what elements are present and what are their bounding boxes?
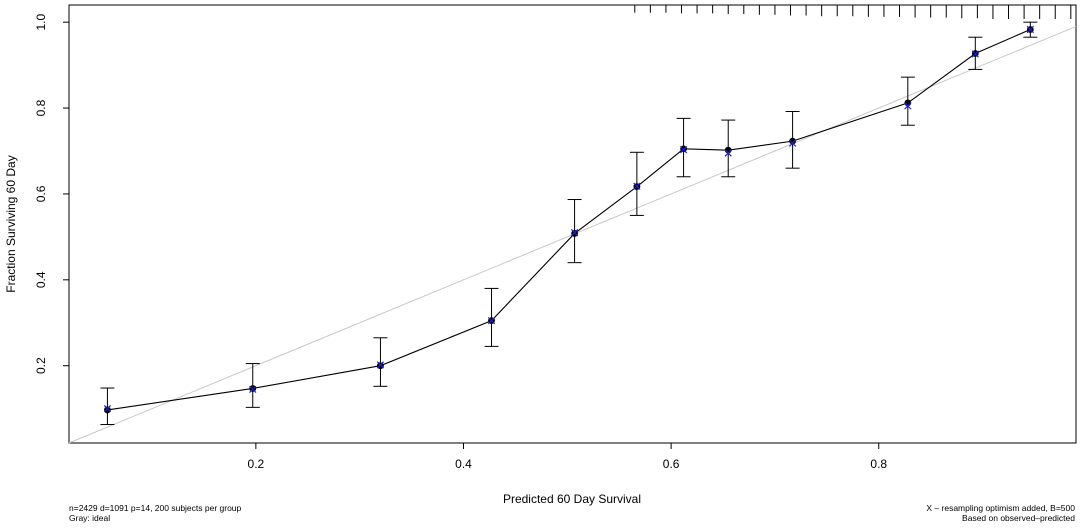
x-axis-label: Predicted 60 Day Survival <box>503 492 641 506</box>
x-axis: 0.2 0.4 0.6 0.8 <box>248 443 887 471</box>
rug-layer <box>634 5 1072 19</box>
x-tick-label: 0.4 <box>455 457 472 471</box>
y-axis: 0.2 0.4 0.6 0.8 1.0 <box>34 14 69 374</box>
x-tick-label: 0.8 <box>870 457 887 471</box>
corrected-point <box>487 316 496 325</box>
footnote-left: n=2429 d=1091 p=14, 200 subjects per gro… <box>69 503 241 523</box>
footnote-left-line2: Gray: ideal <box>69 513 111 523</box>
footnote-right: X – resampling optimism added, B=500 Bas… <box>926 503 1075 523</box>
x-tick-label: 0.2 <box>248 457 265 471</box>
observed-line <box>107 28 1031 411</box>
corrected-point <box>904 102 912 110</box>
observed-point <box>377 362 384 370</box>
y-tick-label: 0.4 <box>34 271 48 288</box>
error-bars <box>100 21 1038 426</box>
corrected-point-stroke <box>1026 25 1034 34</box>
corrected-point-stroke <box>904 102 912 110</box>
corrected-point <box>971 50 979 58</box>
observed-point <box>104 406 111 414</box>
plot-frame <box>68 4 1077 444</box>
corrected-point <box>1026 25 1034 34</box>
corrected-point-stroke <box>788 139 797 147</box>
corrected-point <box>788 139 797 147</box>
corrected-point <box>376 361 385 369</box>
y-tick-label: 0.6 <box>34 185 48 202</box>
x-tick-label: 0.6 <box>663 457 680 471</box>
observed-point <box>249 385 257 392</box>
y-tick-label: 1.0 <box>34 14 48 31</box>
observed-line-layer <box>107 28 1031 411</box>
y-axis-label: Fraction Surviving 60 Day <box>4 155 18 292</box>
y-tick-label: 0.8 <box>34 99 48 116</box>
corrected-point <box>103 405 112 413</box>
corrected-point <box>724 149 732 157</box>
y-tick-label: 0.2 <box>34 357 48 374</box>
footnote-right-line1: X – resampling optimism added, B=500 <box>926 503 1075 513</box>
corrected-point <box>633 182 641 190</box>
observed-point <box>571 230 578 237</box>
corrected-points <box>103 25 1034 413</box>
corrected-point-stroke <box>376 361 385 369</box>
corrected-point-stroke <box>249 385 257 393</box>
corrected-point-stroke <box>971 50 979 58</box>
corrected-point <box>570 228 579 237</box>
observed-point <box>680 145 687 153</box>
corrected-point-stroke <box>570 228 579 237</box>
corrected-point-stroke <box>724 149 732 157</box>
corrected-point <box>679 146 688 154</box>
corrected-point-stroke <box>487 316 496 325</box>
corrected-point-stroke <box>103 405 112 413</box>
observed-points <box>104 26 1034 414</box>
observed-point <box>789 137 796 145</box>
footnote-right-line2: Based on observed–predicted <box>962 513 1075 523</box>
corrected-point <box>249 385 257 393</box>
footnote-left-line1: n=2429 d=1091 p=14, 200 subjects per gro… <box>69 503 242 513</box>
corrected-point-stroke <box>679 146 688 154</box>
corrected-point-stroke <box>633 182 641 190</box>
